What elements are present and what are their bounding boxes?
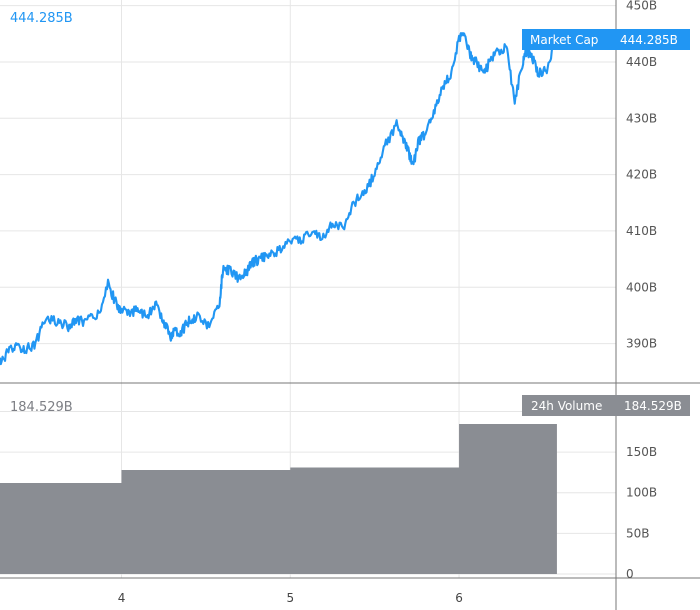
volume-tick-label-100B: 100B bbox=[626, 486, 657, 500]
price-tick-label-420B: 420B bbox=[626, 168, 657, 182]
volume-pane bbox=[0, 424, 557, 574]
price-tick-label-450B: 450B bbox=[626, 0, 657, 13]
x-tick-label-5: 5 bbox=[286, 591, 294, 605]
market-cap-badge: Market Cap 444.285B bbox=[522, 29, 690, 50]
price-tick-label-430B: 430B bbox=[626, 111, 657, 125]
volume-badge-name: 24h Volume bbox=[531, 399, 602, 413]
axis-layer: 4 5 6 390B 400B 410B 420B 430B 440B 450B 0 50B 100B 1… bbox=[118, 0, 657, 605]
x-tick-label-4: 4 bbox=[118, 591, 126, 605]
price-tick-label-440B: 440B bbox=[626, 55, 657, 69]
volume-badge: 24h Volume 184.529B bbox=[522, 395, 690, 416]
volume-readout: 184.529B bbox=[10, 400, 73, 415]
market-cap-badge-value: 444.285B bbox=[620, 33, 678, 47]
volume-tick-label-50B: 50B bbox=[626, 526, 650, 540]
price-tick-label-390B: 390B bbox=[626, 337, 657, 351]
x-tick-label-6: 6 bbox=[455, 591, 463, 605]
market-cap-badge-bg bbox=[522, 29, 690, 50]
volume-tick-label-150B: 150B bbox=[626, 445, 657, 459]
volume-badge-value: 184.529B bbox=[624, 399, 682, 413]
volume-tick-label-0: 0 bbox=[626, 567, 634, 581]
market-cap-readout: 444.285B bbox=[10, 11, 73, 26]
price-tick-label-400B: 400B bbox=[626, 280, 657, 294]
volume-badge-bg bbox=[522, 395, 690, 416]
market-cap-pane bbox=[0, 32, 557, 366]
volume-area bbox=[0, 424, 557, 574]
price-tick-label-410B: 410B bbox=[626, 224, 657, 238]
market-cap-badge-name: Market Cap bbox=[530, 33, 598, 47]
market-cap-line bbox=[0, 32, 557, 366]
